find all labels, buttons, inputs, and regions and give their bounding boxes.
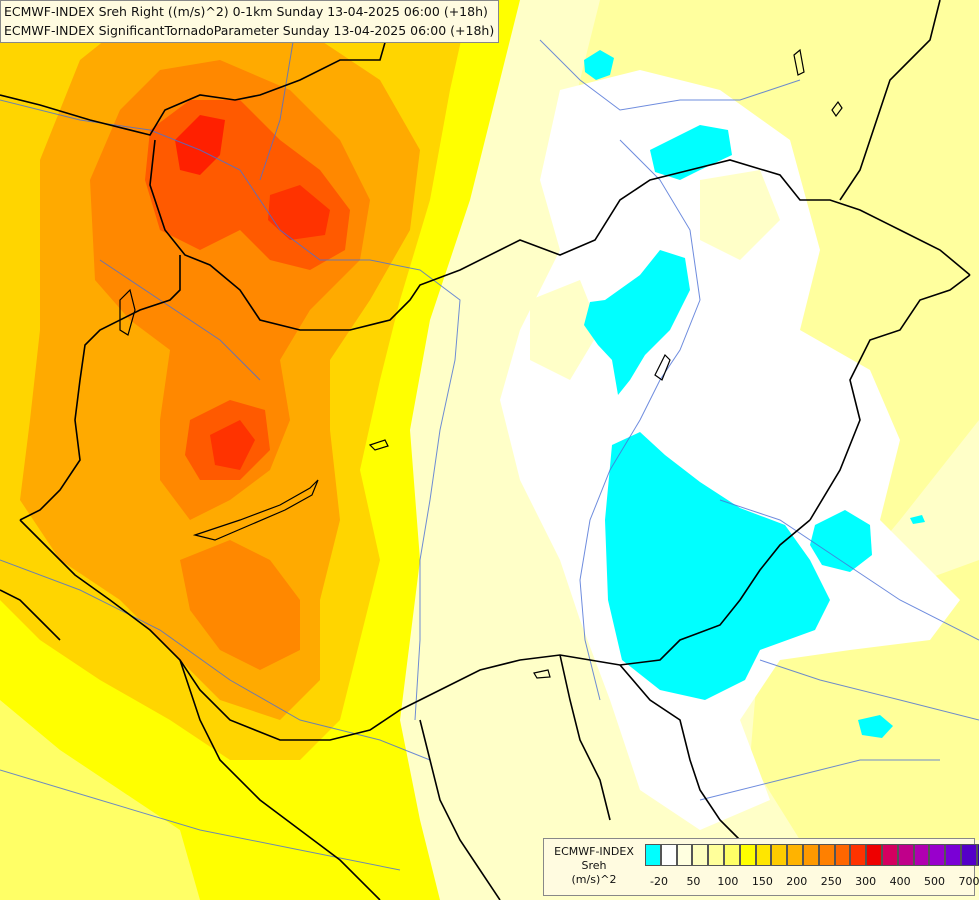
field-cyan-dot-3 — [910, 515, 925, 524]
border-austria-hungary — [19, 255, 181, 521]
field-cyan-south — [605, 432, 830, 700]
legend-swatch — [834, 844, 851, 866]
legend-swatch — [755, 844, 772, 866]
river-north — [539, 39, 801, 111]
field-red-core-1 — [175, 115, 225, 175]
legend-label-source: ECMWF-INDEX — [554, 845, 634, 858]
legend-swatch — [929, 844, 946, 866]
river-east — [719, 499, 979, 641]
title-line-sreh: ECMWF-INDEX Sreh Right ((m/s)^2) 0-1km S… — [4, 4, 488, 19]
field-cyan-east — [810, 510, 872, 572]
legend-swatch — [708, 844, 724, 866]
river-drava — [0, 559, 431, 761]
legend-swatch — [660, 844, 677, 866]
legend-tick-label: 50 — [686, 875, 701, 888]
lake-small-1 — [368, 439, 389, 451]
border-slovenia — [0, 589, 61, 641]
field-white — [500, 70, 960, 830]
legend-tick-label: 700 — [958, 875, 979, 888]
legend-tick-label: 250 — [820, 875, 842, 888]
lakes — [119, 48, 843, 679]
lake-neusiedl — [119, 288, 136, 336]
border-bosnia — [179, 659, 381, 900]
legend-swatch — [818, 844, 835, 866]
field-cyan-north — [650, 125, 732, 180]
legend-swatch — [645, 844, 661, 866]
river-tisza — [579, 139, 701, 701]
lake-balaton — [192, 479, 319, 541]
border-north — [0, 0, 421, 136]
river-sava — [0, 769, 401, 871]
field-cyan-mid — [584, 250, 690, 395]
legend-swatch — [787, 844, 803, 866]
color-legend: ECMWF-INDEX Sreh (m/s)^2 -20 50 100 150 200 2… — [543, 838, 979, 896]
border-croatia-hungary — [19, 519, 811, 741]
legend-swatch — [881, 844, 898, 866]
legend-swatch — [771, 844, 788, 866]
legend-swatch — [739, 844, 756, 866]
field-pale-island — [700, 170, 780, 260]
lake-small-3 — [654, 353, 671, 381]
legend-tick-label: 400 — [889, 875, 911, 888]
legend-tick-label: 300 — [855, 875, 877, 888]
legend-ticks: -20 50 100 150 200 250 300 400 500 700 — [645, 875, 979, 889]
border-romania-hungary — [809, 274, 971, 521]
river-danube — [0, 99, 461, 721]
legend-swatch — [960, 844, 977, 866]
legend-label-unit: (m/s)^2 — [571, 873, 617, 886]
rivers — [0, 0, 979, 871]
legend-swatch — [866, 844, 882, 866]
legend-tick-label: 150 — [751, 875, 773, 888]
legend-tick-label: -20 — [650, 875, 668, 888]
legend-tick-label: 200 — [786, 875, 808, 888]
legend-swatch — [723, 844, 740, 866]
legend-tick-label: 500 — [924, 875, 946, 888]
legend-tick-label: 100 — [717, 875, 739, 888]
river-mures — [759, 659, 979, 721]
legend-swatch — [913, 844, 930, 866]
field-cyan-dot-2 — [858, 715, 893, 738]
river-southeast — [699, 759, 940, 801]
legend-swatch — [692, 844, 709, 866]
border-croatia-serbia — [419, 719, 501, 900]
legend-swatch — [945, 844, 961, 866]
legend-swatch — [850, 844, 867, 866]
field-red-core-3 — [210, 420, 255, 470]
lake-small-2 — [533, 669, 551, 679]
map-title-box: ECMWF-INDEX Sreh Right ((m/s)^2) 0-1km S… — [0, 0, 500, 43]
legend-swatch — [897, 844, 914, 866]
border-serbia-east — [559, 654, 611, 821]
title-line-stp: ECMWF-INDEX SignificantTornadoParameter … — [4, 23, 495, 38]
lake-small-4 — [831, 100, 843, 118]
legend-swatch — [676, 844, 693, 866]
legend-swatch — [802, 844, 819, 866]
legend-swatch — [976, 844, 979, 866]
lake-small-5 — [793, 48, 805, 76]
field-red-core-2 — [268, 185, 330, 240]
river-raba — [99, 259, 261, 381]
legend-swatches — [645, 844, 979, 866]
border-slovak-hungary — [149, 139, 971, 331]
field-pale-island-2 — [530, 280, 600, 380]
border-ukraine — [839, 0, 941, 201]
field-dark-orange-south — [180, 540, 300, 670]
legend-label: ECMWF-INDEX Sreh (m/s)^2 — [548, 845, 640, 887]
legend-label-parameter: Sreh — [581, 859, 607, 872]
border-serbia-romania — [619, 664, 741, 841]
field-cyan-dot-1 — [584, 50, 614, 80]
